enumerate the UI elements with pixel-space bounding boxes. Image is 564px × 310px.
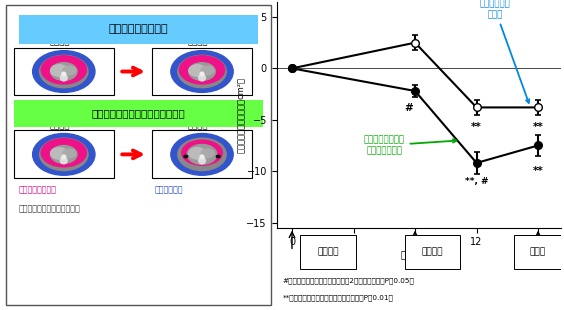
Text: 摂取開始: 摂取開始 — [50, 121, 70, 130]
Bar — [14, 131, 114, 178]
Text: **, #: **, # — [465, 177, 488, 186]
Text: #：プラセボ飲料摂取群に対する2群間の有意差（P＜0.05）: #：プラセボ飲料摂取群に対する2群間の有意差（P＜0.05） — [283, 278, 414, 284]
Text: 後観察: 後観察 — [529, 247, 545, 256]
Ellipse shape — [184, 155, 188, 158]
Text: 青：皮下脂肪: 青：皮下脂肪 — [155, 186, 183, 195]
Ellipse shape — [189, 65, 206, 76]
Bar — [14, 100, 263, 127]
Text: 摂取終了: 摂取終了 — [188, 37, 208, 46]
Ellipse shape — [171, 51, 233, 92]
Text: 摂取開始: 摂取開始 — [50, 37, 70, 46]
Ellipse shape — [41, 139, 86, 167]
Text: **: ** — [471, 122, 482, 132]
Ellipse shape — [51, 148, 68, 159]
Ellipse shape — [171, 134, 233, 175]
Ellipse shape — [60, 157, 67, 164]
Ellipse shape — [39, 138, 88, 170]
Bar — [19, 15, 258, 44]
Ellipse shape — [178, 138, 226, 170]
Text: **: ** — [533, 122, 544, 132]
X-axis label: 摂取期間(週): 摂取期間(週) — [400, 249, 438, 259]
Ellipse shape — [182, 140, 222, 165]
Ellipse shape — [200, 155, 204, 159]
Text: #: # — [404, 103, 413, 113]
Ellipse shape — [39, 55, 88, 88]
Ellipse shape — [201, 149, 214, 158]
Ellipse shape — [217, 155, 220, 158]
Ellipse shape — [199, 75, 205, 81]
Ellipse shape — [51, 145, 77, 163]
Text: **：摂取開始時に対する群内の有意差（P＜0.01）: **：摂取開始時に対する群内の有意差（P＜0.01） — [283, 294, 393, 300]
Text: **: ** — [533, 166, 544, 176]
Text: プラセボ飲料摂取群: プラセボ飲料摂取群 — [108, 24, 168, 34]
Ellipse shape — [189, 63, 215, 80]
Ellipse shape — [200, 72, 204, 76]
Ellipse shape — [189, 148, 206, 159]
Ellipse shape — [62, 155, 65, 159]
FancyBboxPatch shape — [405, 235, 460, 269]
Ellipse shape — [178, 55, 226, 88]
Ellipse shape — [33, 51, 95, 92]
Ellipse shape — [62, 72, 65, 76]
Bar — [152, 131, 252, 178]
Y-axis label: 内臓脂肪面積の変化量（cm²）: 内臓脂肪面積の変化量（cm²） — [236, 77, 245, 153]
Text: 摂取終了: 摂取終了 — [188, 121, 208, 130]
Text: 摂取終了: 摂取終了 — [422, 247, 443, 256]
Ellipse shape — [63, 66, 76, 75]
Text: 熟成ホップエキス
含有飲料摂取群: 熟成ホップエキス 含有飲料摂取群 — [364, 136, 456, 155]
Bar — [14, 48, 114, 95]
Text: 黒・灰色：空気、その他組織: 黒・灰色：空気、その他組織 — [19, 204, 81, 213]
Text: 摂取開始: 摂取開始 — [318, 247, 339, 256]
Ellipse shape — [199, 157, 205, 164]
FancyBboxPatch shape — [514, 235, 561, 269]
Ellipse shape — [187, 144, 217, 164]
Ellipse shape — [33, 134, 95, 175]
Ellipse shape — [201, 66, 214, 75]
Ellipse shape — [51, 65, 68, 76]
Ellipse shape — [51, 63, 77, 80]
Text: プラセボ飲料
摂取群: プラセボ飲料 摂取群 — [479, 0, 529, 103]
Ellipse shape — [63, 149, 76, 158]
FancyBboxPatch shape — [301, 235, 356, 269]
Ellipse shape — [60, 75, 67, 81]
Bar — [152, 48, 252, 95]
Text: ピンク：内臓脂肪: ピンク：内臓脂肪 — [19, 186, 57, 195]
Text: 熟成ホップエキス含有飲料摂取群: 熟成ホップエキス含有飲料摂取群 — [91, 108, 185, 118]
Ellipse shape — [179, 56, 224, 84]
Ellipse shape — [41, 56, 86, 84]
